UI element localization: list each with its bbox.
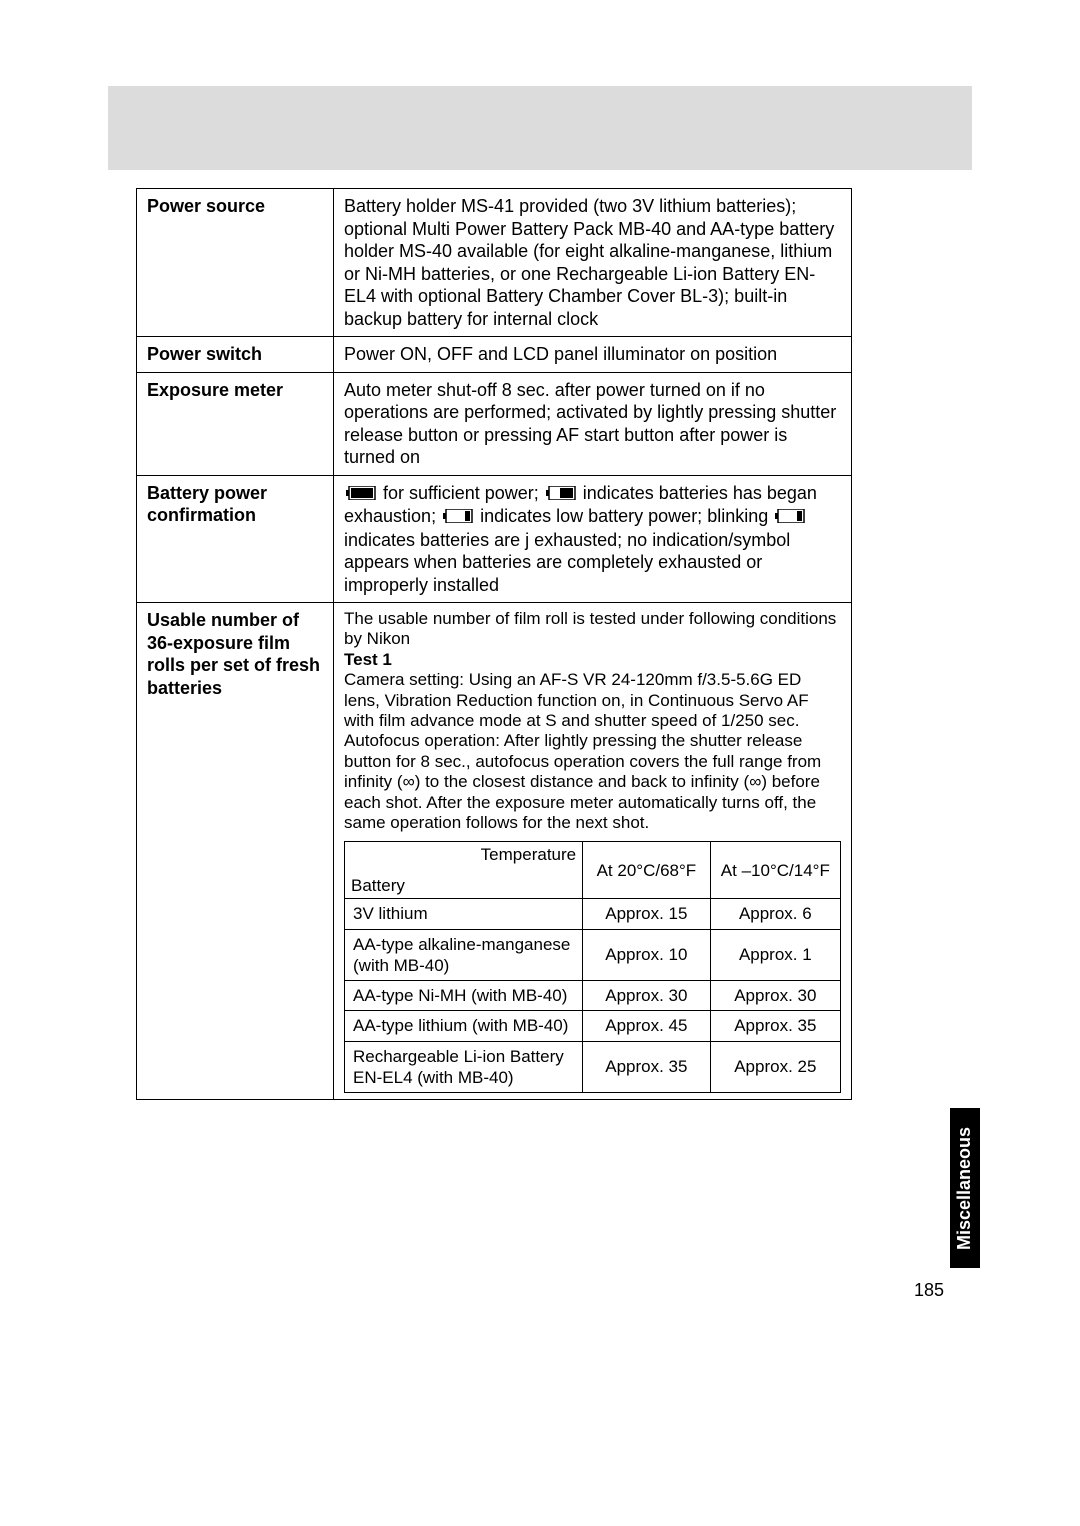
battery-type: Rechargeable Li-ion Battery EN-EL4 (with…: [345, 1041, 583, 1093]
battery-type: AA-type alkaline-manganese (with MB-40): [345, 929, 583, 981]
battery-table-header: Temperature Battery At 20°C/68°F At –10°…: [345, 842, 841, 899]
row-power-switch: Power switch Power ON, OFF and LCD panel…: [137, 337, 852, 373]
row-battery-power: Battery power confirmation for sufficien…: [137, 475, 852, 603]
battery-table-row: AA-type alkaline-manganese (with MB-40) …: [345, 929, 841, 981]
battery-20c: Approx. 30: [583, 981, 711, 1011]
bp-text3: indicates low battery power; blinking: [475, 506, 773, 526]
battery-table-header-m10: At –10°C/14°F: [710, 842, 840, 899]
spec-table: Power source Battery holder MS-41 provid…: [136, 188, 852, 1100]
battery-m10c: Approx. 25: [710, 1041, 840, 1093]
battery-table-row: AA-type Ni-MH (with MB-40) Approx. 30 Ap…: [345, 981, 841, 1011]
battery-m10c: Approx. 35: [710, 1011, 840, 1041]
battery-table-row: AA-type lithium (with MB-40) Approx. 45 …: [345, 1011, 841, 1041]
battery-empty-icon: [775, 506, 805, 529]
label-exposure-meter: Exposure meter: [137, 372, 334, 475]
battery-table-row: 3V lithium Approx. 15 Approx. 6: [345, 899, 841, 929]
value-usable: The usable number of film roll is tested…: [334, 603, 852, 1100]
battery-table-header-temperature: Temperature: [481, 844, 576, 865]
label-battery-power: Battery power confirmation: [137, 475, 334, 603]
battery-table-header-20: At 20°C/68°F: [583, 842, 711, 899]
value-power-switch: Power ON, OFF and LCD panel illuminator …: [334, 337, 852, 373]
battery-20c: Approx. 10: [583, 929, 711, 981]
battery-20c: Approx. 15: [583, 899, 711, 929]
battery-table-header-battery-cell: Temperature Battery: [345, 842, 583, 899]
label-power-switch: Power switch: [137, 337, 334, 373]
battery-low-icon: [443, 506, 473, 529]
row-usable: Usable number of 36-exposure film rolls …: [137, 603, 852, 1100]
label-usable: Usable number of 36-exposure film rolls …: [137, 603, 334, 1100]
battery-half-icon: [546, 483, 576, 506]
page-number: 185: [914, 1280, 944, 1301]
page: Power source Battery holder MS-41 provid…: [0, 0, 1080, 1526]
battery-full-icon: [346, 483, 376, 506]
battery-type: AA-type lithium (with MB-40): [345, 1011, 583, 1041]
battery-m10c: Approx. 6: [710, 899, 840, 929]
battery-m10c: Approx. 30: [710, 981, 840, 1011]
battery-20c: Approx. 35: [583, 1041, 711, 1093]
side-tab: Miscellaneous: [950, 1108, 980, 1268]
battery-type: AA-type Ni-MH (with MB-40): [345, 981, 583, 1011]
value-battery-power: for sufficient power; indicates batterie…: [334, 475, 852, 603]
row-exposure-meter: Exposure meter Auto meter shut-off 8 sec…: [137, 372, 852, 475]
row-power-source: Power source Battery holder MS-41 provid…: [137, 189, 852, 337]
battery-table-row: Rechargeable Li-ion Battery EN-EL4 (with…: [345, 1041, 841, 1093]
bp-text4: indicates batteries are j exhausted; no …: [344, 530, 790, 595]
battery-table-header-battery: Battery: [351, 875, 405, 896]
battery-m10c: Approx. 1: [710, 929, 840, 981]
value-exposure-meter: Auto meter shut-off 8 sec. after power t…: [334, 372, 852, 475]
bp-text1: for sufficient power;: [378, 483, 544, 503]
battery-type: 3V lithium: [345, 899, 583, 929]
side-tab-label: Miscellaneous: [955, 1126, 976, 1249]
value-power-source: Battery holder MS-41 provided (two 3V li…: [334, 189, 852, 337]
battery-20c: Approx. 45: [583, 1011, 711, 1041]
label-power-source: Power source: [137, 189, 334, 337]
header-band: [108, 86, 972, 170]
battery-table: Temperature Battery At 20°C/68°F At –10°…: [344, 841, 841, 1093]
usable-test-body: Camera setting: Using an AF-S VR 24-120m…: [344, 670, 841, 833]
usable-test-label: Test 1: [344, 650, 841, 670]
usable-intro: The usable number of film roll is tested…: [344, 609, 841, 650]
